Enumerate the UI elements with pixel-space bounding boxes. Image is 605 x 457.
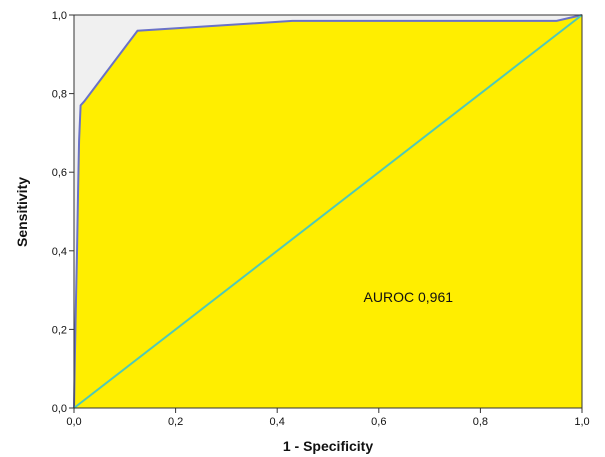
x-tick-label: 1,0 <box>574 416 589 428</box>
x-tick-label: 0,8 <box>473 416 488 428</box>
x-tick-label: 0,0 <box>66 416 81 428</box>
y-tick-label: 0,0 <box>52 403 67 415</box>
x-axis-title: 1 - Specificity <box>283 438 373 454</box>
y-tick-label: 0,8 <box>52 89 67 101</box>
roc-curve-line <box>73 14 583 409</box>
x-tick-label: 0,2 <box>168 416 183 428</box>
y-tick-label: 0,6 <box>52 167 67 179</box>
y-axis-title: Sensitivity <box>14 177 30 247</box>
annotations: AUROC 0,961 <box>364 289 454 305</box>
plot-frame <box>73 14 583 409</box>
x-tick-label: 0,4 <box>270 416 285 428</box>
plot-area <box>73 14 583 409</box>
auroc-annotation: AUROC 0,961 <box>364 289 454 305</box>
reference-diagonal-line <box>73 14 583 409</box>
y-tick-label: 1,0 <box>52 10 67 22</box>
axes: 0,0 0,2 0,4 0,6 0,8 1,0 0,0 0,2 0,4 0,6 0,8 1,0 <box>52 10 590 428</box>
y-tick-label: 0,2 <box>52 324 67 336</box>
y-tick-label: 0,4 <box>52 246 67 258</box>
x-tick-label: 0,6 <box>371 416 386 428</box>
